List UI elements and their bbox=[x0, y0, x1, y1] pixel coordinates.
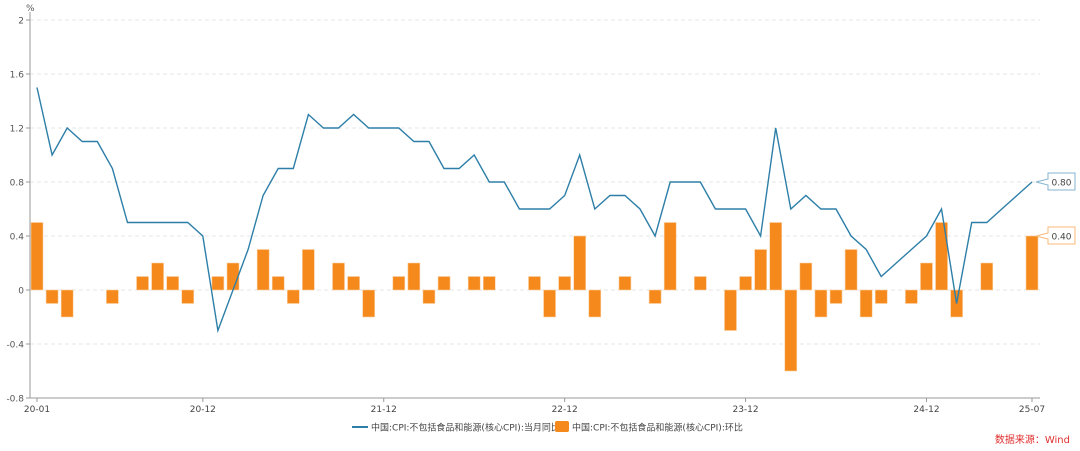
bar-22-12 bbox=[559, 277, 571, 291]
bar-23-01 bbox=[574, 236, 586, 290]
bar-24-09 bbox=[875, 290, 887, 304]
x-tick-label: 23-12 bbox=[732, 405, 758, 415]
bar-22-03 bbox=[423, 290, 435, 304]
bar-24-05 bbox=[815, 290, 827, 317]
bar-21-09 bbox=[333, 263, 345, 290]
x-tick-label: 20-01 bbox=[24, 405, 50, 415]
x-tick-label: 25-07 bbox=[1019, 405, 1045, 415]
bar-22-04 bbox=[438, 277, 450, 291]
y-tick-label: -0.4 bbox=[6, 341, 24, 351]
bar-21-05 bbox=[272, 277, 284, 291]
bar-21-01 bbox=[212, 277, 224, 291]
x-tick-label: 21-12 bbox=[371, 405, 397, 415]
bar-25-07 bbox=[1026, 236, 1038, 290]
bar-22-07 bbox=[483, 277, 495, 291]
bar-20-02 bbox=[46, 290, 58, 304]
x-tick-label: 22-12 bbox=[552, 405, 578, 415]
y-tick-label: -0.8 bbox=[6, 395, 24, 405]
bar-24-06 bbox=[830, 290, 842, 304]
y-tick-label: 0 bbox=[18, 287, 24, 297]
x-tick-label: 24-12 bbox=[913, 405, 939, 415]
bar-21-04 bbox=[257, 250, 269, 291]
bar-23-09 bbox=[694, 277, 706, 291]
bar-last-value-label: 0.40 bbox=[1051, 233, 1071, 243]
legend-bar-swatch bbox=[555, 421, 569, 432]
bar-20-06 bbox=[106, 290, 118, 304]
bar-24-04 bbox=[800, 263, 812, 290]
bar-21-02 bbox=[227, 263, 239, 290]
bar-23-11 bbox=[724, 290, 736, 331]
bar-22-01 bbox=[393, 277, 405, 291]
end-labels: 0.80 0.40 bbox=[1036, 173, 1075, 244]
bar-24-11 bbox=[905, 290, 917, 304]
bar-21-06 bbox=[287, 290, 299, 304]
legend: 中国:CPI:不包括食品和能源(核心CPI):当月同比中国:CPI:不包括食品和… bbox=[352, 421, 743, 434]
bar-25-04 bbox=[981, 263, 993, 290]
bar-20-09 bbox=[152, 263, 164, 290]
y-tick-label: 0.4 bbox=[10, 233, 25, 243]
bar-24-08 bbox=[860, 290, 872, 317]
bar-20-01 bbox=[31, 223, 43, 291]
bar-20-03 bbox=[61, 290, 73, 317]
x-tick-label: 20-12 bbox=[190, 405, 216, 415]
bar-24-07 bbox=[845, 250, 857, 291]
bar-24-03 bbox=[785, 290, 797, 371]
bar-22-02 bbox=[408, 263, 420, 290]
bar-23-04 bbox=[619, 277, 631, 291]
y-tick-label: 2 bbox=[18, 17, 24, 27]
bar-23-07 bbox=[664, 223, 676, 291]
bar-22-06 bbox=[468, 277, 480, 291]
y-tick-label: 1.6 bbox=[10, 71, 25, 81]
bar-23-06 bbox=[649, 290, 661, 304]
bar-20-11 bbox=[182, 290, 194, 304]
bar-23-02 bbox=[589, 290, 601, 317]
y-tick-label: 0.8 bbox=[10, 179, 25, 189]
bar-22-11 bbox=[544, 290, 556, 317]
source-note: 数据来源：Wind bbox=[995, 431, 1070, 446]
bar-20-08 bbox=[137, 277, 149, 291]
bar-21-11 bbox=[363, 290, 375, 317]
line-last-value-label: 0.80 bbox=[1051, 179, 1071, 189]
y-tick-label: 1.2 bbox=[10, 125, 24, 135]
bar-22-10 bbox=[529, 277, 541, 291]
bar-23-12 bbox=[740, 277, 752, 291]
bar-24-12 bbox=[920, 263, 932, 290]
bar-21-07 bbox=[302, 250, 314, 291]
legend-bar-label: 中国:CPI:不包括食品和能源(核心CPI):环比 bbox=[572, 422, 743, 434]
bar-series bbox=[31, 223, 1038, 372]
bar-21-10 bbox=[348, 277, 360, 291]
legend-line-label: 中国:CPI:不包括食品和能源(核心CPI):当月同比 bbox=[371, 422, 560, 434]
bar-24-01 bbox=[755, 250, 767, 291]
bar-24-02 bbox=[770, 223, 782, 291]
bar-20-10 bbox=[167, 277, 179, 291]
